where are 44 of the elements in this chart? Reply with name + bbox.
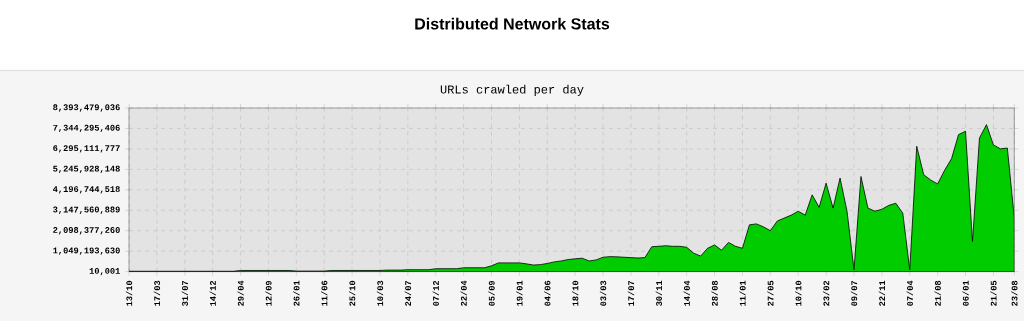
y-tick-label: 7,344,295,406 (53, 124, 120, 133)
x-tick-label: 14/04 (683, 280, 690, 306)
x-tick-label: 25/10 (348, 280, 356, 306)
x-tick-label: 10/10 (795, 280, 802, 306)
x-tick-label: 07/04 (906, 280, 913, 306)
x-tick-label: 06/01 (962, 280, 969, 306)
y-tick-label: 2,098,377,260 (53, 227, 120, 235)
y-tick-label: 4,196,744,518 (52, 186, 120, 194)
x-tick-label: 10/03 (376, 280, 384, 306)
y-tick-label: 10,001 (89, 267, 120, 276)
x-tick-label: 22/04 (460, 280, 467, 306)
x-tick-label: 21/05 (990, 280, 997, 306)
x-tick-label: 27/05 (767, 280, 774, 306)
x-tick-label: 23/08 (1011, 280, 1018, 306)
x-tick-label: 04/06 (544, 280, 551, 306)
x-tick-label: 21/08 (934, 280, 941, 306)
chart-title: Distributed Network Stats (415, 17, 610, 30)
x-tick-label: 28/08 (711, 280, 718, 306)
x-tick-label: 30/11 (655, 280, 662, 306)
x-tick-label: 03/03 (599, 280, 607, 306)
chart-subtitle: URLs crawled per day (440, 84, 584, 96)
x-tick-label: 17/07 (627, 280, 635, 306)
y-tick-label: 3,147,560,889 (53, 206, 120, 214)
x-tick-label: 24/07 (404, 280, 412, 306)
x-tick-label: 14/12 (209, 280, 216, 306)
x-tick-label: 18/10 (571, 280, 579, 306)
x-tick-label: 13/10 (125, 280, 133, 306)
x-tick-label: 26/01 (293, 280, 300, 306)
x-tick-label: 22/11 (878, 280, 886, 306)
y-tick-label: 8,393,479,036 (53, 104, 120, 112)
x-tick-label: 11/06 (321, 280, 328, 306)
x-tick-label: 19/01 (516, 280, 523, 306)
x-tick-label: 05/09 (488, 280, 495, 306)
y-tick-label: 1,049,193,630 (53, 247, 120, 255)
x-tick-label: 17/03 (153, 280, 161, 306)
x-tick-label: 11/01 (739, 280, 746, 306)
y-tick-label: 5,245,928,148 (53, 165, 120, 174)
x-tick-label: 29/04 (237, 280, 244, 306)
x-tick-label: 23/02 (822, 280, 830, 306)
x-tick-label: 07/12 (432, 280, 439, 306)
x-tick-label: 12/09 (265, 280, 272, 306)
y-tick-label: 6,295,111,777 (53, 145, 120, 153)
x-tick-label: 31/07 (181, 280, 188, 306)
x-tick-label: 09/07 (850, 280, 858, 306)
